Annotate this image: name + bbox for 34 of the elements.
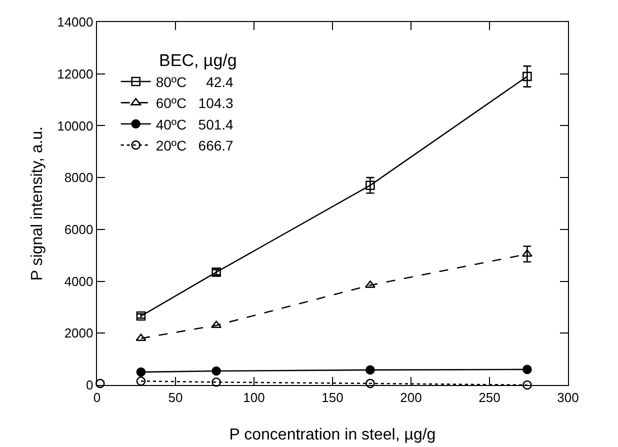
point — [211, 320, 222, 328]
point — [366, 365, 375, 375]
point — [522, 249, 532, 257]
point — [212, 378, 221, 387]
x-tick-label: 100 — [243, 390, 265, 405]
y-tick-label: 4000 — [64, 274, 94, 289]
point — [522, 380, 532, 390]
y-tick-label: 8000 — [64, 170, 94, 186]
legend-label: 60ºC 104.3 — [156, 95, 234, 112]
x-axis-title: P concentration in steel, µg/g — [229, 426, 436, 444]
y-tick-label: 2000 — [64, 326, 94, 341]
point — [522, 364, 532, 374]
y-tick-label: 14000 — [57, 14, 94, 30]
x-tick-label: 50 — [168, 390, 183, 405]
y-tick-label: 10000 — [57, 118, 94, 134]
point — [366, 180, 375, 190]
legend-label: 40ºC 501.4 — [156, 116, 234, 132]
point — [95, 378, 105, 388]
point — [522, 72, 532, 82]
point — [366, 378, 375, 388]
y-tick-label: 6000 — [64, 222, 94, 237]
legend-label: 20ºC 666.7 — [156, 138, 234, 154]
y-tick-label: 12000 — [57, 66, 94, 82]
y-axis-title: P signal intensity, a.u. — [28, 126, 46, 281]
point — [136, 367, 146, 377]
point — [136, 376, 146, 386]
legend-label: 80ºC 42.4 — [156, 74, 234, 90]
x-tick-label: 300 — [557, 390, 579, 405]
point — [212, 366, 221, 376]
y-tick-label: 0 — [86, 378, 94, 393]
x-tick-label: 250 — [478, 390, 500, 405]
x-tick-label: 150 — [322, 390, 344, 405]
legend-title: BEC, µg/g — [159, 50, 237, 70]
x-tick-label: 200 — [400, 390, 422, 405]
